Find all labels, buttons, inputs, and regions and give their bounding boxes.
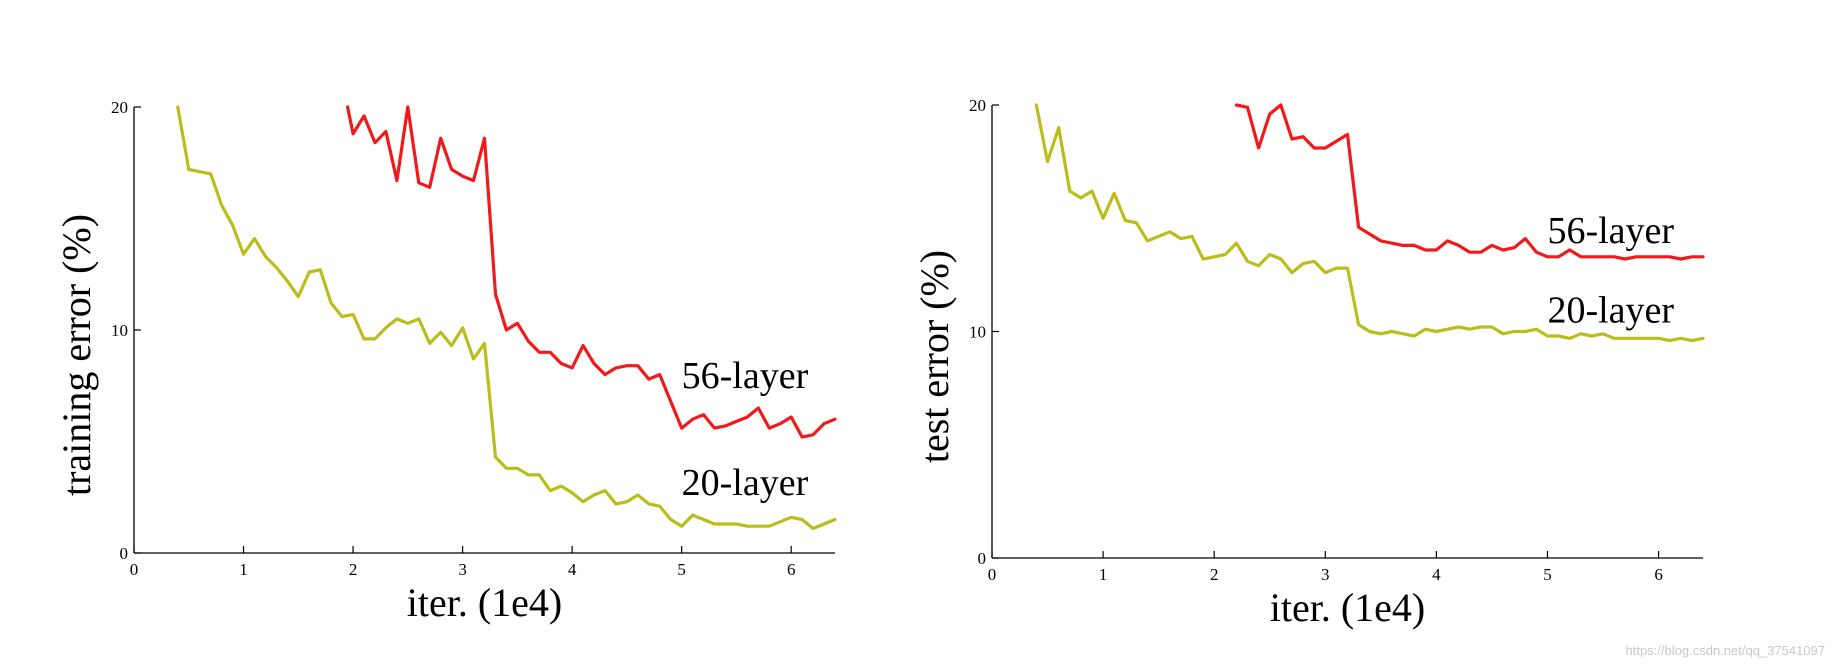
- test-error-chart: 0 1 2 3 4 5 6 0 10 20 iter. (1e4) test error (%) 56-…: [912, 96, 1705, 630]
- series-label-20-layer: 20-layer: [1547, 289, 1674, 331]
- x-tick-label: 4: [568, 560, 577, 579]
- x-tick-label: 3: [458, 560, 467, 579]
- x-tick-label: 0: [988, 565, 997, 584]
- training-error-chart: 0 1 2 3 4 5 6 0 10 20 iter. (1e4) training error (%…: [54, 98, 837, 625]
- x-tick-label: 1: [239, 560, 248, 579]
- x-tick-label: 5: [677, 560, 686, 579]
- series-label-56-layer: 56-layer: [682, 355, 809, 397]
- y-tick-label: 20: [111, 98, 128, 117]
- y-tick-label: 10: [111, 321, 128, 340]
- y-tick-label: 20: [969, 96, 986, 115]
- x-tick-label: 1: [1099, 565, 1108, 584]
- series-label-20-layer: 20-layer: [682, 462, 809, 504]
- x-tick-label: 2: [1210, 565, 1219, 584]
- series-label-56-layer: 56-layer: [1547, 210, 1674, 252]
- y-tick-label: 10: [969, 323, 986, 342]
- x-tick-label: 3: [1321, 565, 1330, 584]
- y-axis-label: training error (%): [54, 214, 99, 496]
- y-axis-label: test error (%): [912, 250, 957, 463]
- x-tick-label: 5: [1543, 565, 1552, 584]
- y-tick-label: 0: [120, 544, 129, 563]
- watermark: https://blog.csdn.net/qq_37541097: [1625, 643, 1826, 658]
- x-tick-label: 6: [787, 560, 796, 579]
- x-axis-label: iter. (1e4): [1270, 585, 1426, 630]
- series-line-56-layer: [346, 105, 837, 439]
- y-tick-label: 0: [978, 549, 987, 568]
- series-line-20-layer: [176, 105, 837, 531]
- x-tick-label: 0: [130, 560, 139, 579]
- x-tick-label: 6: [1654, 565, 1663, 584]
- series-line-56-layer: [1234, 103, 1705, 261]
- series-line-20-layer: [1034, 103, 1705, 343]
- x-tick-label: 2: [349, 560, 358, 579]
- x-axis-label: iter. (1e4): [407, 580, 563, 625]
- x-tick-label: 4: [1432, 565, 1441, 584]
